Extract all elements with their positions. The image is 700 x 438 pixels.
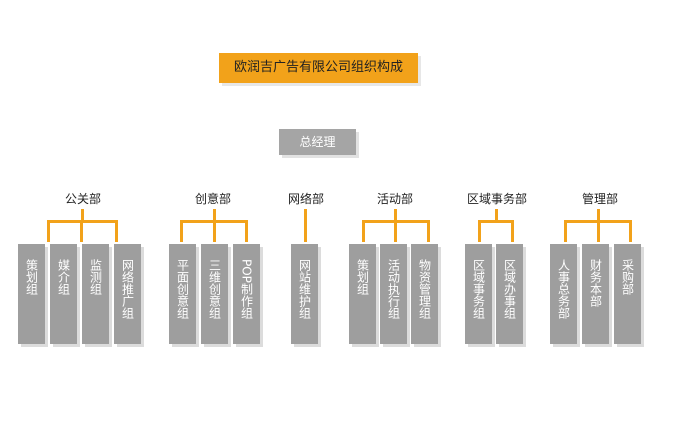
unit-box: 人事总务部 (550, 244, 577, 344)
unit-box: 区域事务组 (465, 244, 492, 344)
unit-box: 财务本部 (582, 244, 609, 344)
unit-box: 策划组 (349, 244, 376, 344)
connector-vertical (80, 220, 83, 242)
dept-label-pr: 公关部 (64, 192, 101, 206)
connector-vertical (81, 209, 84, 221)
dept-label-network: 网络部 (287, 192, 324, 206)
unit-box: 活动执行组 (380, 244, 407, 344)
dept-label-admin: 管理部 (581, 192, 618, 206)
unit-box: 采购部 (614, 244, 641, 344)
connector-vertical (245, 220, 248, 242)
connector-vertical (115, 220, 118, 242)
unit-box: 监测组 (82, 244, 109, 344)
unit-box: 三维创意组 (201, 244, 228, 344)
unit-box: POP制作组 (233, 244, 260, 344)
connector-vertical (629, 220, 632, 242)
connector-vertical (394, 209, 397, 221)
connector-vertical (47, 220, 50, 242)
connector-vertical (304, 209, 307, 242)
connector-vertical (495, 209, 498, 221)
dept-label-regional: 区域事务部 (466, 192, 527, 206)
connector-vertical (427, 220, 430, 242)
connector-vertical (511, 220, 514, 242)
unit-box: 网站维护组 (291, 244, 318, 344)
unit-box: 策划组 (18, 244, 45, 344)
connector-vertical (478, 220, 481, 242)
dept-label-creative: 创意部 (194, 192, 231, 206)
connector-vertical (394, 220, 397, 242)
unit-box: 媒介组 (50, 244, 77, 344)
connector-vertical (362, 220, 365, 242)
general-manager-box: 总经理 (279, 129, 356, 155)
connector-vertical (597, 220, 600, 242)
connector-horizontal (478, 220, 514, 223)
connector-vertical (180, 220, 183, 242)
unit-box: 区域办事组 (496, 244, 523, 344)
connector-vertical (213, 209, 216, 221)
connector-vertical (564, 220, 567, 242)
dept-label-events: 活动部 (376, 192, 413, 206)
chart-title: 欧润吉广告有限公司组织构成 (219, 53, 418, 83)
unit-box: 物资管理组 (411, 244, 438, 344)
unit-box: 网络推广组 (114, 244, 141, 344)
connector-vertical (213, 220, 216, 242)
connector-vertical (597, 209, 600, 221)
unit-box: 平面创意组 (169, 244, 196, 344)
